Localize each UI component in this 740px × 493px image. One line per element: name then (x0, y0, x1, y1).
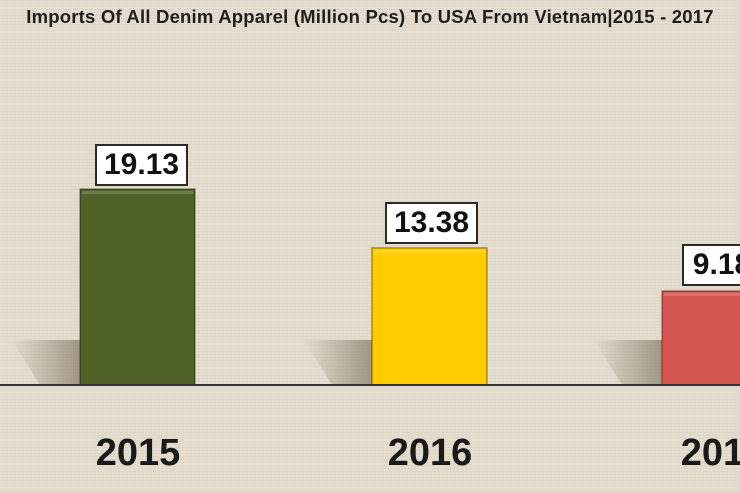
bar-highlight (664, 292, 740, 296)
bar-highlight (374, 249, 485, 253)
bar-shadow (304, 340, 372, 385)
bar-highlight (82, 191, 193, 194)
data-label-2017: 9.18 (682, 244, 740, 286)
x-tick-label-2015: 2015 (95, 432, 181, 474)
bar-2016 (371, 247, 488, 386)
data-label-2016: 13.38 (385, 202, 478, 244)
data-label-2015: 19.13 (95, 144, 188, 186)
chart-title: Imports Of All Denim Apparel (Million Pc… (26, 6, 714, 27)
x-tick-label-2017: 2017 (680, 432, 740, 474)
bar-2015 (79, 188, 196, 386)
x-tick-label-2016: 2016 (387, 432, 473, 474)
bar-shadow (594, 340, 662, 385)
bar-shadow (12, 340, 80, 385)
bar-2017 (661, 290, 740, 386)
